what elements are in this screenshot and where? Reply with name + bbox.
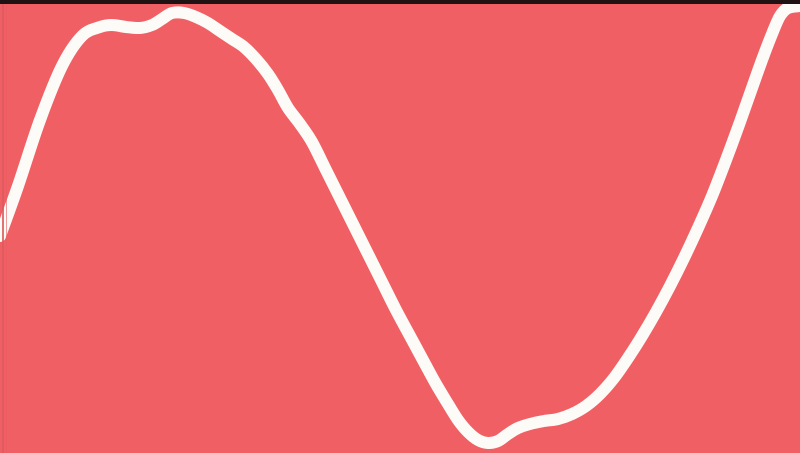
left-edge-seam: [2, 0, 4, 453]
top-border-rule: [0, 0, 800, 4]
left-edge-seam-secondary: [6, 0, 7, 453]
